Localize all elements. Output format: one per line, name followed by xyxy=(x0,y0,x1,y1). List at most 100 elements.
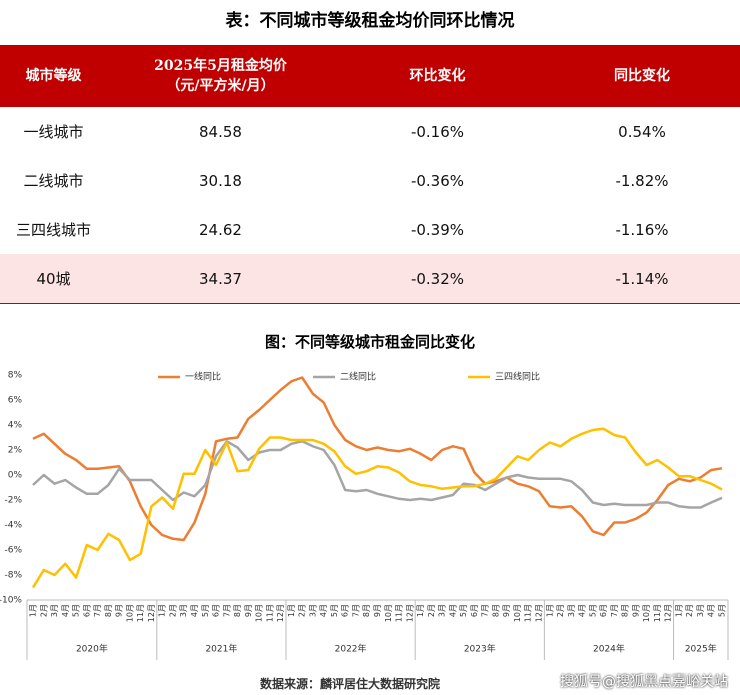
year-label: 2025年 xyxy=(685,643,717,655)
table-cell: -1.14% xyxy=(541,254,740,304)
x-tick-label: 1月 xyxy=(545,604,554,617)
table-cell: 24.62 xyxy=(199,220,242,239)
x-tick-label: 12月 xyxy=(534,604,543,622)
x-tick-label: 2月 xyxy=(427,604,436,617)
x-tick-label: 2月 xyxy=(685,604,694,617)
x-tick-label: 10月 xyxy=(513,604,522,622)
x-tick-label: 10月 xyxy=(384,604,393,622)
x-tick-label: 7月 xyxy=(93,604,102,617)
x-tick-label: 4月 xyxy=(319,604,328,617)
header-cell: 同比变化 xyxy=(541,45,740,107)
source: 数据来源：麟评居住大数据研究院 xyxy=(259,677,440,691)
x-tick-label: 9月 xyxy=(244,604,253,617)
x-tick-label: 5月 xyxy=(72,604,81,617)
table-cell: 一线城市 xyxy=(23,123,84,141)
x-tick-label: 4月 xyxy=(707,604,716,617)
table-cell: -1.82% xyxy=(615,171,669,190)
series-line xyxy=(32,440,723,509)
table-cell: -0.36% xyxy=(410,171,465,190)
table-cell: -0.16% xyxy=(410,122,465,141)
x-tick-label: 9月 xyxy=(631,604,640,617)
y-tick-label: 4% xyxy=(8,421,23,431)
x-tick-label: 7月 xyxy=(222,604,231,617)
header-cell: 城市等级 xyxy=(0,45,107,107)
legend-label: 三四线同比 xyxy=(495,371,540,383)
y-tick-label: -4% xyxy=(4,521,22,531)
table-row: 二线城市 30.18 -0.36% -1.82% xyxy=(0,156,740,205)
table-cell: 34.37 xyxy=(107,254,334,304)
chart-title: 图：不同等级城市租金同比变化 xyxy=(264,333,475,351)
x-tick-label: 5月 xyxy=(330,604,339,617)
y-tick-label: 0% xyxy=(8,471,23,481)
x-tick-label: 8月 xyxy=(362,604,371,617)
table-cell: 三四线城市 xyxy=(15,221,91,239)
y-tick-label: -2% xyxy=(4,496,22,506)
x-tick-label: 4月 xyxy=(578,604,587,617)
x-tick-label: 3月 xyxy=(179,604,188,617)
x-tick-label: 10月 xyxy=(642,604,651,622)
year-label: 2023年 xyxy=(464,643,496,655)
x-tick-label: 12月 xyxy=(276,604,285,622)
x-tick-label: 5月 xyxy=(201,604,210,617)
header-line: （元/平方米/月） xyxy=(166,78,275,94)
series-line xyxy=(31,427,723,589)
x-tick-label: 3月 xyxy=(308,604,317,617)
x-tick-label: 6月 xyxy=(599,604,608,617)
header-cell: 环比变化 xyxy=(334,45,541,107)
x-tick-label: 3月 xyxy=(567,604,576,617)
x-tick-label: 2月 xyxy=(556,604,565,617)
series-line xyxy=(32,376,723,542)
x-tick-label: 10月 xyxy=(255,604,264,622)
x-tick-label: 12月 xyxy=(664,604,673,622)
x-tick-label: 3月 xyxy=(50,604,59,617)
x-tick-label: 3月 xyxy=(438,604,447,617)
x-tick-label: 7月 xyxy=(481,604,490,617)
table-cell: -0.32% xyxy=(334,254,541,304)
x-tick-label: 2月 xyxy=(39,604,48,617)
x-tick-label: 2月 xyxy=(298,604,307,617)
legend-label: 二线同比 xyxy=(340,371,376,383)
y-tick-label: 2% xyxy=(8,446,23,456)
table-row: 一线城市 84.58 -0.16% 0.54% xyxy=(0,107,740,156)
table-cell: 0.54% xyxy=(618,122,666,141)
table-cell: -0.39% xyxy=(410,220,465,239)
y-tick-label: -6% xyxy=(4,546,22,556)
x-tick-label: 6月 xyxy=(470,604,479,617)
table-cell: 84.58 xyxy=(199,122,242,141)
y-tick-label: 8% xyxy=(8,371,23,381)
header-cell: 2025年5月租金均价 （元/平方米/月） xyxy=(107,45,334,107)
y-tick-label: -10% xyxy=(0,596,22,606)
x-tick-label: 1月 xyxy=(158,604,167,617)
watermark: 搜狐号@搜狐黑点嘉峪关站 xyxy=(560,674,728,690)
x-tick-label: 4月 xyxy=(190,604,199,617)
x-tick-label: 1月 xyxy=(674,604,683,617)
x-tick-label: 11月 xyxy=(524,604,533,622)
x-tick-label: 6月 xyxy=(341,604,350,617)
x-tick-label: 11月 xyxy=(136,604,145,622)
year-label: 2024年 xyxy=(593,643,625,655)
table-cell: 30.18 xyxy=(199,171,242,190)
x-tick-label: 1月 xyxy=(416,604,425,617)
x-tick-label: 4月 xyxy=(448,604,457,617)
x-tick-label: 1月 xyxy=(287,604,296,617)
x-tick-label: 10月 xyxy=(125,604,134,622)
table-row: 三四线城市 24.62 -0.39% -1.16% xyxy=(0,205,740,254)
x-tick-label: 8月 xyxy=(233,604,242,617)
table-title: 表：不同城市等级租金均价同环比情况 xyxy=(225,11,515,31)
x-tick-label: 8月 xyxy=(621,604,630,617)
table-cell: -1.16% xyxy=(615,220,669,239)
y-tick-label: 6% xyxy=(8,396,23,406)
x-tick-label: 12月 xyxy=(147,604,156,622)
year-label: 2020年 xyxy=(76,643,108,655)
x-tick-label: 7月 xyxy=(351,604,360,617)
chart: -10%-8%-6%-4%-2%0%2%4%6%8%1月 2月 3月 4月 5月 6月 7月… xyxy=(0,371,729,660)
legend-label: 一线同比 xyxy=(185,371,221,383)
x-tick-label: 11月 xyxy=(395,604,404,622)
x-tick-label: 4月 xyxy=(61,604,70,617)
x-tick-label: 6月 xyxy=(212,604,221,617)
y-tick-label: -8% xyxy=(4,571,22,581)
x-tick-label: 5月 xyxy=(588,604,597,617)
x-tick-label: 9月 xyxy=(373,604,382,617)
table-cell: 二线城市 xyxy=(23,172,84,190)
